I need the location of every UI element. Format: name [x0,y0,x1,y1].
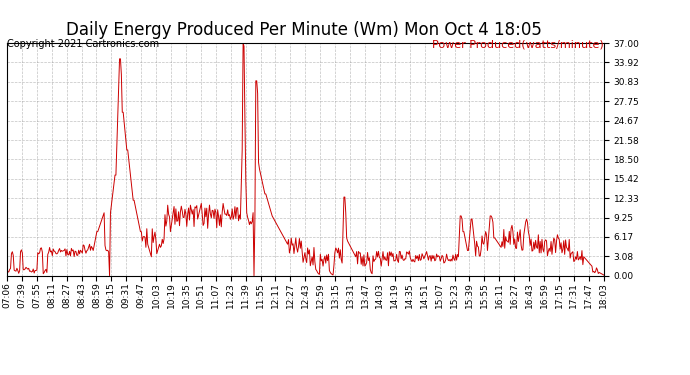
Text: Power Produced(watts/minute): Power Produced(watts/minute) [432,39,604,50]
Text: Daily Energy Produced Per Minute (Wm) Mon Oct 4 18:05: Daily Energy Produced Per Minute (Wm) Mo… [66,21,542,39]
Text: Copyright 2021 Cartronics.com: Copyright 2021 Cartronics.com [7,39,159,50]
